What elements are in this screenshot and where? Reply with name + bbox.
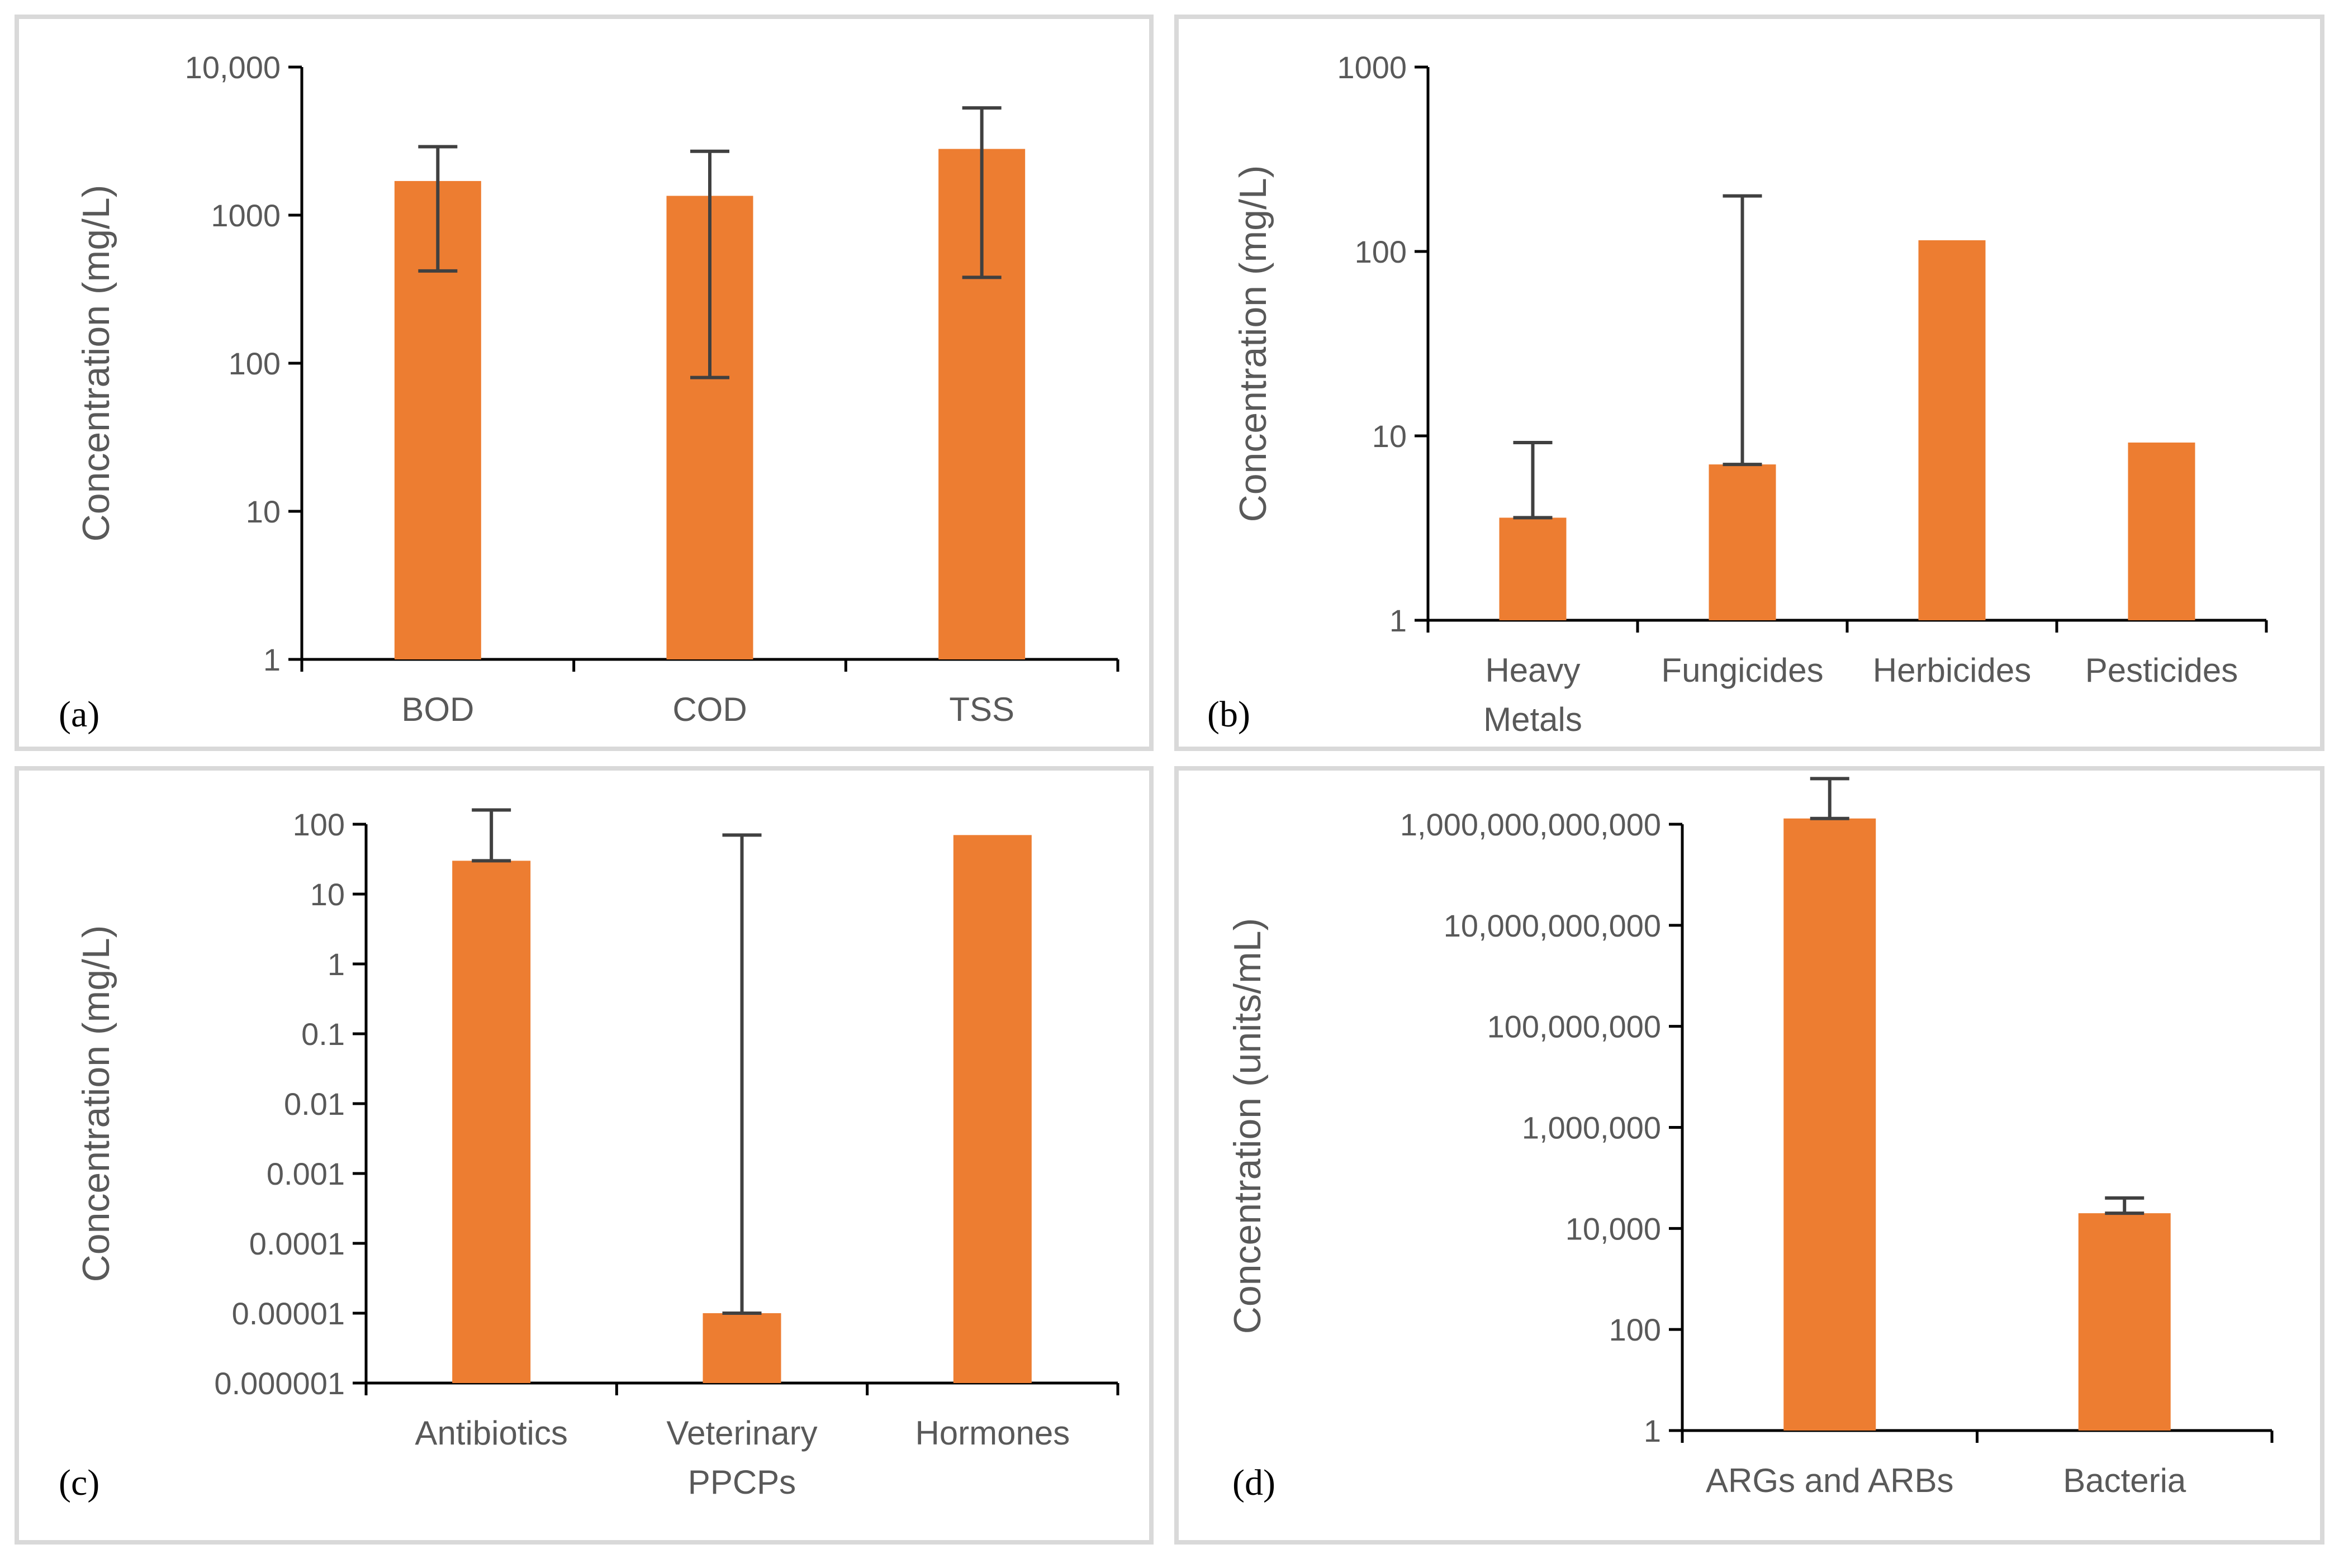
y-tick-label: 100: [1355, 234, 1407, 269]
y-tick-label: 10: [246, 494, 281, 529]
x-category-label: Bacteria: [2063, 1462, 2186, 1499]
bar: [452, 861, 531, 1383]
y-tick-label: 1: [1389, 603, 1407, 638]
y-tick-label: 1: [328, 947, 345, 982]
y-tick-label: 100: [229, 346, 281, 381]
bar: [2128, 442, 2195, 620]
y-axis-title: Concentration (mg/L): [75, 185, 117, 542]
x-category-label: ARGs and ARBs: [1706, 1462, 1954, 1499]
y-tick-label: 0.0001: [249, 1226, 345, 1261]
y-tick-label: 100,000,000: [1487, 1009, 1661, 1044]
bar: [1918, 240, 1986, 620]
y-tick-label: 1000: [1337, 50, 1407, 85]
x-category-label: Herbicides: [1873, 652, 2031, 689]
x-category-label: Fungicides: [1661, 652, 1823, 689]
x-category-label: Veterinary PPCPs: [666, 1414, 817, 1501]
chart-panel-2: 1 10 100 1000 Heavy Metals Fungicides Herbicide…: [1174, 15, 2324, 751]
panel-border: [1174, 15, 2324, 751]
panel-label: (b): [1207, 694, 1250, 735]
y-tick-label: 1,000,000,000,000: [1400, 807, 1661, 842]
y-tick-label: 0.1: [301, 1016, 345, 1052]
y-tick-label: 0.00001: [232, 1296, 345, 1331]
x-category-label: Heavy Metals: [1483, 652, 1582, 738]
y-tick-label: 100: [1609, 1312, 1661, 1347]
x-category-label: TSS: [949, 691, 1014, 728]
bar: [1783, 818, 1876, 1431]
bar: [2078, 1213, 2171, 1431]
y-tick-label: 100: [293, 807, 345, 842]
x-category-label: Hormones: [915, 1414, 1070, 1452]
bar: [703, 1313, 781, 1383]
y-axis-title: Concentration (units/mL): [1226, 918, 1269, 1334]
x-category-label: Antibiotics: [415, 1414, 567, 1452]
y-tick-label: 0.01: [284, 1086, 345, 1122]
panel-border: [15, 766, 1154, 1545]
panel-border: [15, 15, 1154, 751]
x-category-label: COD: [672, 691, 747, 728]
y-tick-label: 1: [1644, 1413, 1661, 1448]
bar: [953, 835, 1032, 1383]
chart-panel-3: 0.000001 0.00001 0.0001 0.001 0.01 0.1 1 10 100 A…: [15, 766, 1154, 1545]
panel-label: (a): [59, 694, 99, 735]
y-tick-label: 10,000: [185, 50, 281, 85]
x-category-label: BOD: [401, 691, 474, 728]
panel-label: (d): [1232, 1462, 1275, 1503]
chart-panel-1: 1 10 100 1000 10,000 BOD COD TSS Concentration (…: [15, 15, 1154, 751]
y-axis-title: Concentration (mg/L): [75, 925, 117, 1282]
panel-label: (c): [59, 1462, 99, 1503]
bar: [1499, 517, 1567, 620]
y-tick-label: 0.001: [267, 1156, 345, 1191]
bar: [1709, 464, 1776, 620]
chart-panel-4: 1 100 10,000 1,000,000 100,000,000 10,000,000…: [1174, 766, 2324, 1545]
y-tick-label: 10,000: [1565, 1211, 1661, 1246]
y-tick-label: 1: [263, 642, 281, 677]
y-tick-label: 10,000,000,000: [1444, 908, 1661, 943]
y-tick-label: 10: [310, 877, 345, 912]
y-tick-label: 1,000,000: [1522, 1110, 1661, 1146]
panel-border: [1174, 766, 2324, 1545]
y-tick-label: 10: [1372, 419, 1407, 454]
y-tick-label: 1000: [211, 198, 281, 233]
y-tick-label: 0.000001: [214, 1366, 345, 1401]
x-category-label: Pesticides: [2085, 652, 2238, 689]
y-axis-title: Concentration (mg/L): [1232, 165, 1274, 522]
panels: 1 10 100 1000 10,000 BOD COD TSS Concentration (…: [15, 15, 2324, 1545]
